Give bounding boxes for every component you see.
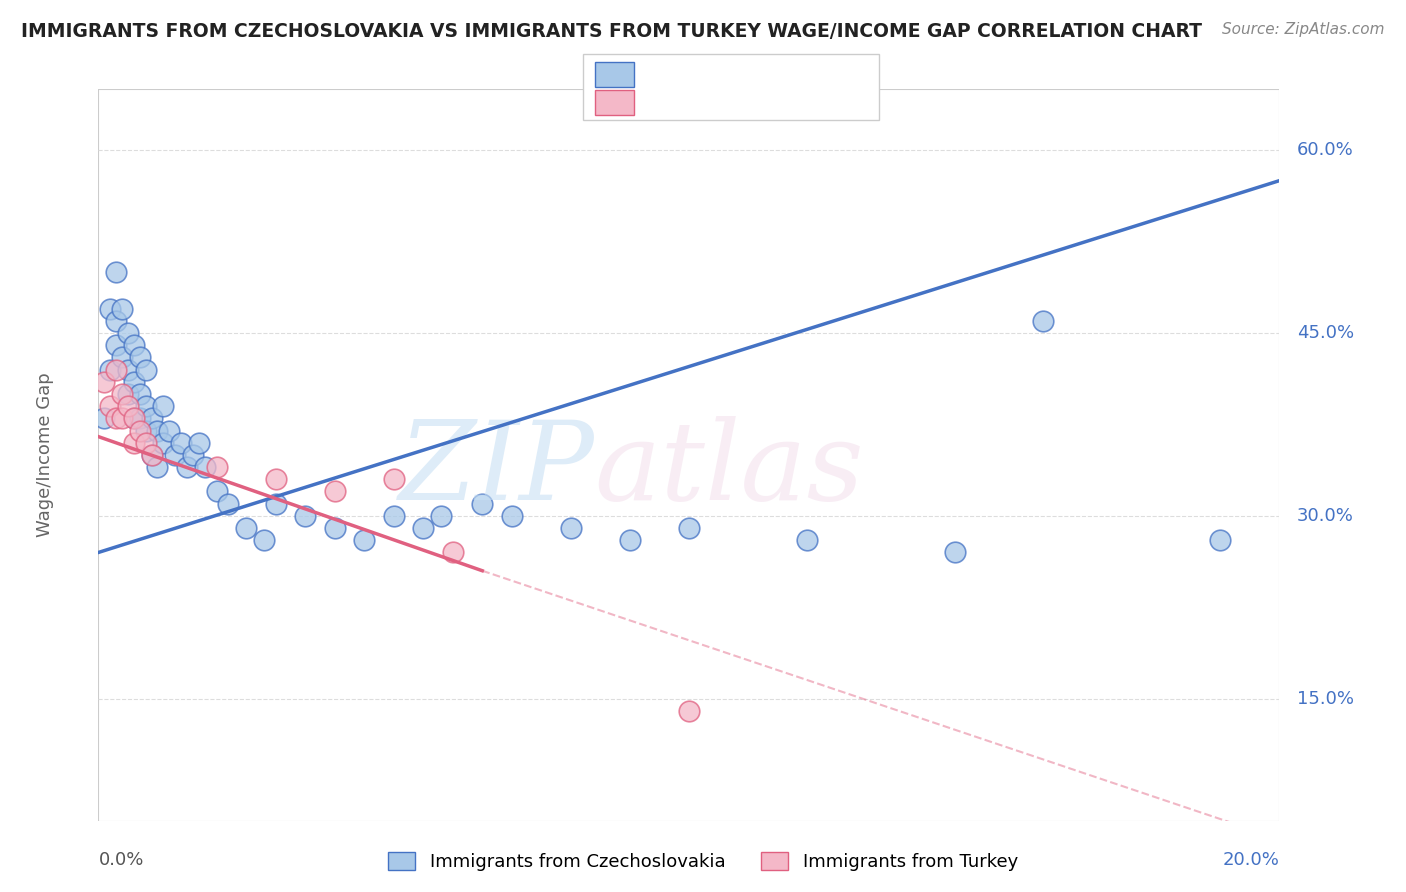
Point	[253, 533, 276, 548]
Point	[111, 411, 134, 425]
Point	[382, 472, 405, 486]
Point	[412, 521, 434, 535]
Point	[105, 265, 128, 279]
Point	[619, 533, 641, 548]
Point	[205, 484, 228, 499]
Point	[560, 521, 582, 535]
Point	[152, 435, 174, 450]
Point	[128, 387, 150, 401]
Text: ZIP: ZIP	[398, 416, 595, 524]
Point	[294, 508, 316, 523]
Point	[323, 484, 346, 499]
Point	[128, 424, 150, 438]
Point	[152, 399, 174, 413]
Point	[187, 435, 209, 450]
Point	[141, 448, 163, 462]
Point	[122, 338, 145, 352]
Point	[105, 314, 128, 328]
Point	[501, 508, 523, 523]
Point	[117, 362, 139, 376]
Text: Wage/Income Gap: Wage/Income Gap	[37, 373, 55, 537]
Point	[117, 326, 139, 340]
Point	[264, 472, 287, 486]
Point	[141, 448, 163, 462]
Point	[135, 399, 157, 413]
Point	[943, 545, 966, 559]
Point	[117, 387, 139, 401]
Point	[93, 411, 115, 425]
Point	[105, 362, 128, 376]
Point	[205, 460, 228, 475]
Point	[176, 460, 198, 475]
Point	[353, 533, 375, 548]
Point	[796, 533, 818, 548]
Point	[382, 508, 405, 523]
Text: 30.0%: 30.0%	[1298, 507, 1354, 524]
Text: 0.0%: 0.0%	[98, 851, 143, 869]
Point	[122, 411, 145, 425]
Point	[323, 521, 346, 535]
Point	[117, 399, 139, 413]
Point	[181, 448, 204, 462]
Point	[122, 375, 145, 389]
Point	[98, 399, 121, 413]
Point	[678, 704, 700, 718]
Point	[128, 411, 150, 425]
Point	[93, 375, 115, 389]
Point	[128, 351, 150, 365]
Point	[471, 497, 494, 511]
Point	[105, 411, 128, 425]
Point	[235, 521, 257, 535]
Point	[157, 424, 180, 438]
Point	[135, 424, 157, 438]
Point	[170, 435, 193, 450]
Point	[430, 508, 453, 523]
Text: IMMIGRANTS FROM CZECHOSLOVAKIA VS IMMIGRANTS FROM TURKEY WAGE/INCOME GAP CORRELA: IMMIGRANTS FROM CZECHOSLOVAKIA VS IMMIGR…	[21, 22, 1202, 41]
Text: 15.0%: 15.0%	[1298, 690, 1354, 707]
Point	[111, 301, 134, 316]
Text: 60.0%: 60.0%	[1298, 141, 1354, 159]
Point	[264, 497, 287, 511]
Point	[194, 460, 217, 475]
Text: R = -0.371   N = 18: R = -0.371 N = 18	[641, 94, 834, 112]
Point	[105, 338, 128, 352]
Point	[98, 301, 121, 316]
Text: 45.0%: 45.0%	[1298, 324, 1354, 342]
Point	[146, 460, 169, 475]
Point	[98, 362, 121, 376]
Point	[135, 435, 157, 450]
Point	[1032, 314, 1054, 328]
Legend: Immigrants from Czechoslovakia, Immigrants from Turkey: Immigrants from Czechoslovakia, Immigran…	[381, 845, 1025, 879]
Point	[122, 411, 145, 425]
Point	[165, 448, 187, 462]
Text: Source: ZipAtlas.com: Source: ZipAtlas.com	[1222, 22, 1385, 37]
Point	[135, 362, 157, 376]
Point	[111, 387, 134, 401]
Text: R =  0.324   N = 53: R = 0.324 N = 53	[641, 65, 832, 83]
Point	[122, 435, 145, 450]
Text: atlas: atlas	[595, 416, 865, 524]
Point	[141, 411, 163, 425]
Point	[678, 521, 700, 535]
Point	[146, 424, 169, 438]
Point	[1209, 533, 1232, 548]
Point	[217, 497, 239, 511]
Point	[111, 351, 134, 365]
Text: 20.0%: 20.0%	[1223, 851, 1279, 869]
Point	[441, 545, 464, 559]
